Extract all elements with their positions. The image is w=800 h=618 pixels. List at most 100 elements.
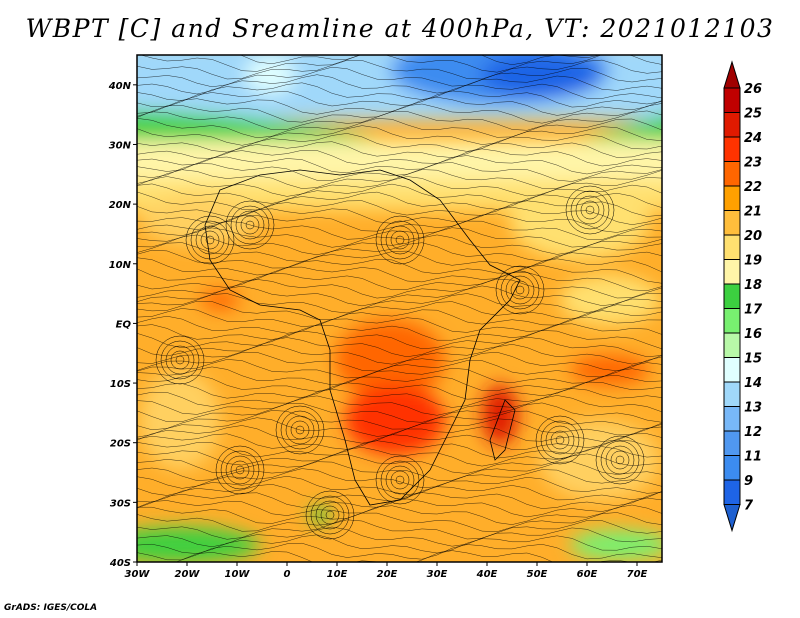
streamline <box>137 293 662 314</box>
streamline <box>137 308 662 327</box>
vortex-streamline <box>390 230 410 250</box>
vortex-streamline <box>510 280 530 300</box>
streamline <box>137 206 662 225</box>
vortex-streamline <box>275 405 325 455</box>
vortex-streamline <box>285 415 315 445</box>
vortex-streamline <box>225 455 255 485</box>
colorbar-segment <box>723 357 741 383</box>
lat-tick-label: 30S <box>110 498 131 509</box>
vortex-streamline <box>390 470 410 490</box>
streamline <box>137 330 662 350</box>
colorbar-segment <box>723 479 741 505</box>
colorbar-segment <box>723 455 741 481</box>
streamline <box>137 366 662 386</box>
streamline <box>137 315 662 334</box>
streamline <box>137 439 662 459</box>
streamline <box>137 82 662 101</box>
lon-tick-label: 40E <box>476 569 498 580</box>
vortex-streamline <box>605 445 635 475</box>
streamline <box>137 300 662 320</box>
streamline <box>137 191 662 211</box>
vortex-streamline <box>395 235 405 245</box>
colorbar-label: 23 <box>744 156 762 171</box>
vortex-streamline <box>165 345 195 375</box>
streamline <box>137 110 662 131</box>
streamline <box>137 388 662 408</box>
streamline <box>137 55 602 65</box>
lat-tick-label: 40N <box>108 81 132 92</box>
chart-title: WBPT [C] and Sreamline at 400hPa, VT: 20… <box>25 14 775 43</box>
colorbar-segment <box>723 185 741 211</box>
colorbar-label: 21 <box>744 205 762 220</box>
colorbar-top-arrow <box>723 60 741 89</box>
vortex-streamline <box>380 460 420 500</box>
coastline-madagascar <box>489 399 516 461</box>
vortex-streamline <box>215 445 265 495</box>
streamline <box>137 461 662 481</box>
colorbar-label: 24 <box>744 131 762 146</box>
vortex-streamline <box>595 435 645 485</box>
colorbar-label: 25 <box>744 107 762 122</box>
streamline <box>137 550 662 562</box>
streamline <box>137 323 662 341</box>
vortex-streamline <box>550 430 570 450</box>
streamline <box>137 257 662 276</box>
vortex-streamline <box>570 190 610 230</box>
vortex-streamline <box>505 275 535 305</box>
vortex-streamline <box>225 200 275 250</box>
vortex-streamline <box>305 490 355 540</box>
streamline <box>137 359 662 379</box>
streamline <box>137 200 662 217</box>
vortex-streamline <box>200 230 220 250</box>
vortex-streamline <box>575 195 605 225</box>
streamline <box>137 278 662 299</box>
vortex-streamline <box>375 455 425 505</box>
streamline <box>137 336 662 358</box>
streamline <box>137 425 662 444</box>
streamline <box>137 55 662 73</box>
vortex-streamline <box>315 500 345 530</box>
vortex-streamline <box>580 200 600 220</box>
streamline <box>137 381 662 400</box>
streamline <box>137 475 662 496</box>
streamline <box>137 242 662 262</box>
streamline <box>137 272 662 291</box>
vortex-streamline <box>395 475 405 485</box>
colorbar-segment <box>723 406 741 432</box>
streamline <box>137 183 662 204</box>
vortex-streamline <box>545 425 575 455</box>
streamline <box>137 433 662 450</box>
lon-tick-label: 20E <box>377 569 398 580</box>
streamline <box>137 118 662 139</box>
vortex-streamline <box>230 205 270 245</box>
colorbar-segment <box>723 381 741 407</box>
colorbar-label: 15 <box>744 352 762 367</box>
lat-tick-label: EQ <box>116 319 132 330</box>
colorbar-label: 14 <box>744 376 762 391</box>
colorbar-segment <box>723 430 741 456</box>
lat-tick-label: 30N <box>109 140 132 151</box>
streamlines <box>137 55 662 562</box>
vortex-streamline <box>385 465 415 495</box>
streamline <box>137 519 662 540</box>
map-frame <box>136 54 663 563</box>
lon-tick-label: 30E <box>427 569 448 580</box>
colorbar-segment <box>723 283 741 309</box>
credit-label: GrADS: IGES/COLA <box>4 603 98 613</box>
lat-tick-label: 20N <box>109 200 132 211</box>
lon-tick-label: 0 <box>284 569 291 580</box>
streamline <box>137 74 662 95</box>
vortex-streamline <box>565 185 615 235</box>
streamline <box>137 374 662 392</box>
streamline <box>137 468 662 489</box>
streamline <box>137 213 662 233</box>
streamline <box>137 162 662 182</box>
colorbar-segment <box>723 259 741 285</box>
streamline <box>137 133 662 153</box>
streamline <box>137 395 662 416</box>
streamline <box>137 526 662 548</box>
vortex-streamline <box>515 285 525 295</box>
wbpt-field <box>137 55 662 562</box>
